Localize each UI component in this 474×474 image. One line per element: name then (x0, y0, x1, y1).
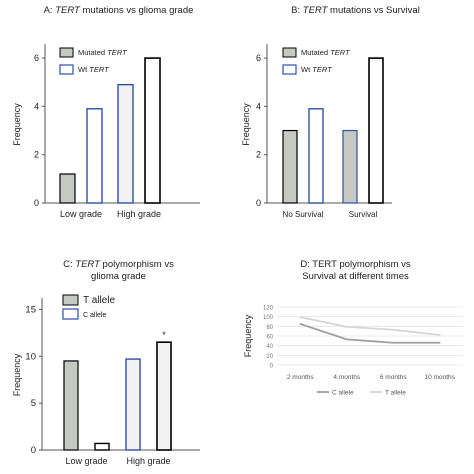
legend-swatch (282, 47, 297, 58)
legend-label: C allele (332, 390, 354, 397)
legend-swatch (62, 308, 79, 320)
x-category-label: 6 months (380, 374, 407, 381)
y-tick-label: 10 (25, 351, 36, 362)
chart-d-title-line1: D: TERT polymorphism vs (300, 259, 411, 270)
y-axis-label: Frequency (243, 314, 253, 357)
legend-label-italic: TERT (89, 65, 110, 74)
y-tick-label: 120 (263, 306, 274, 312)
line-c-allele (299, 323, 440, 344)
y-tick-label: 4 (34, 101, 39, 111)
legend-label: Wt TERT (78, 65, 110, 74)
y-tick-label: 100 (263, 315, 274, 321)
legend-label: Mutated TERT (301, 48, 351, 57)
y-axis-label: Frequency (12, 103, 22, 146)
point-t-allele (392, 328, 395, 331)
y-axis-label: Frequency (12, 353, 22, 396)
x-category-label: 4 months (333, 374, 360, 381)
x-category-label: 2 months (287, 374, 314, 381)
chart-c-title-line1: C: TERT polymorphism vs (63, 259, 174, 270)
legend-label: T allele (385, 390, 406, 397)
x-category-label: Low grade (65, 456, 107, 466)
chart-d-title: D: TERT polymorphism vs Survival at diff… (237, 259, 474, 283)
y-tick-label: 5 (31, 398, 36, 409)
point-t-allele (345, 326, 348, 328)
y-tick-label: 60 (266, 335, 273, 341)
bar-t-allele (63, 360, 79, 451)
legend-swatch (59, 64, 74, 75)
legend-label-prefix: Mutated (301, 48, 330, 57)
chart-a-plot: Frequency 0 2 4 6 Low grade High grade Mutated … (12, 44, 200, 219)
legend-swatch (62, 294, 79, 306)
legend-label: Mutated TERT (78, 48, 128, 57)
point-c-allele (299, 323, 302, 325)
bar-mutated-tert (59, 173, 76, 204)
line-t-allele (300, 316, 440, 336)
chart-d-title-line2: Survival at different times (302, 271, 409, 282)
chart-b-plot: Frequency 0 2 4 6 No Survival Survival Mutated … (241, 44, 392, 219)
x-category-label: Survival (349, 210, 378, 219)
bar-mutated-tert (117, 83, 134, 204)
x-category-label: No Survival (283, 210, 324, 219)
y-tick-label: 20 (266, 354, 273, 360)
y-tick-label: 15 (25, 304, 36, 315)
legend-label-italic: TERT (312, 65, 333, 74)
chart-panel-b: B: TERT mutations vs Survival Frequency 0… (237, 0, 474, 230)
point-t-allele (299, 316, 302, 318)
chart-b-title: B: TERT mutations vs Survival (291, 5, 420, 16)
y-tick-label: 0 (256, 198, 261, 208)
y-tick-label: 6 (34, 53, 39, 63)
point-c-allele (345, 338, 348, 341)
chart-panel-a: A: TERT mutations vs glioma grade Freque… (0, 0, 237, 230)
y-tick-label: 2 (256, 150, 261, 160)
legend-label-prefix: Mutated (78, 48, 107, 57)
y-axis-label: Frequency (241, 103, 251, 146)
legend-label-italic: TERT (107, 48, 128, 57)
y-tick-label: 40 (266, 344, 273, 350)
y-tick-label: 0 (270, 364, 274, 370)
y-tick-label: 80 (266, 325, 273, 331)
bar-wt-tert (86, 108, 103, 204)
legend-label-prefix: Wt (78, 65, 89, 74)
y-tick-label: 0 (34, 198, 39, 208)
chart-d-plot: Frequency 0 20 40 60 80 100 120 2 months 4 months… (243, 306, 463, 397)
legend-label: C allele (83, 312, 106, 319)
point-t-allele (438, 334, 441, 336)
legend-label: T allele (83, 295, 115, 306)
bar-wt-tert (308, 108, 324, 204)
bar-mutated-tert (342, 129, 358, 204)
y-tick-label: 2 (34, 150, 39, 160)
chart-a-title: A: TERT mutations vs glioma grade (43, 5, 194, 16)
legend-label: Wt TERT (301, 65, 333, 74)
y-tick-label: 4 (256, 101, 261, 111)
chart-panel-c: C: TERT polymorphism vs glioma grade Fre… (0, 237, 237, 474)
bar-t-allele (125, 358, 141, 451)
legend-swatch (282, 64, 297, 75)
point-c-allele (392, 341, 395, 344)
bar-c-allele (94, 442, 110, 451)
point-c-allele (438, 341, 441, 344)
legend-label-prefix: Wt (301, 65, 312, 74)
legend-label-italic: TERT (330, 48, 351, 57)
y-tick-label: 6 (256, 53, 261, 63)
x-category-label: Low grade (60, 209, 102, 219)
bar-mutated-tert (282, 129, 298, 204)
x-category-label: High grade (126, 456, 170, 466)
x-category-label: 10 months (425, 374, 456, 381)
x-category-label: High grade (117, 209, 161, 219)
chart-c-plot: Frequency 0 5 10 15 Low grade High grade T alle… (12, 294, 200, 466)
chart-c-title-line2: glioma grade (91, 271, 146, 282)
bar-c-allele (156, 341, 172, 451)
legend-swatch (59, 47, 74, 58)
significance-asterisk: * (162, 330, 166, 340)
chart-c-title: C: TERT polymorphism vs glioma grade (0, 259, 237, 283)
chart-panel-d: D: TERT polymorphism vs Survival at diff… (237, 237, 474, 474)
bar-wt-tert (368, 57, 384, 204)
y-tick-label: 0 (31, 445, 36, 456)
bar-wt-tert (144, 57, 161, 204)
